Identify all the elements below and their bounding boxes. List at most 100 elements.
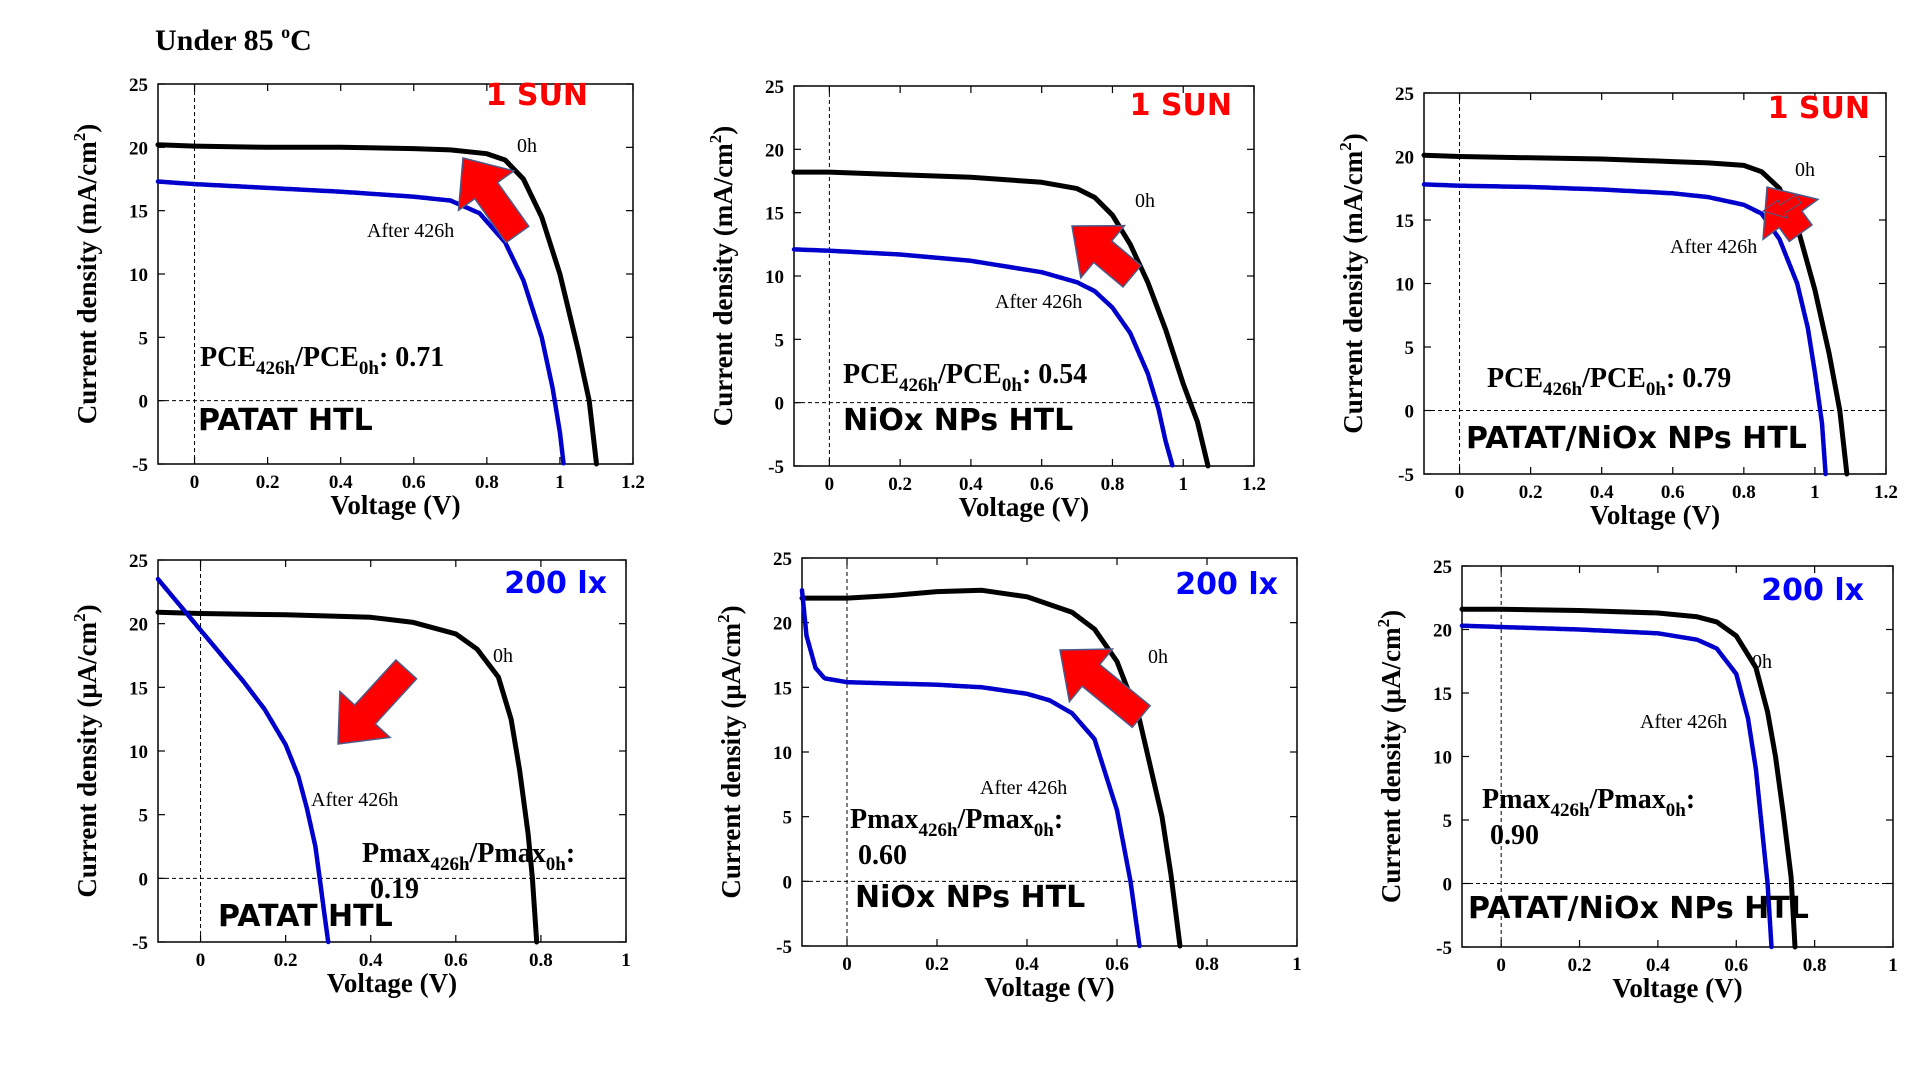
- metric-ratio-label: PCE426h/PCE0h: 0.71: [200, 342, 444, 379]
- series-label-after-426h: After 426h: [980, 777, 1067, 799]
- figure-title: Under 85 oC: [155, 22, 312, 57]
- x-tick-label: 0.6: [402, 472, 426, 493]
- x-axis-label: Voltage (V): [1590, 500, 1720, 530]
- series-0h-line: [1459, 606, 1798, 950]
- y-tick-label: -5: [776, 937, 792, 958]
- x-tick-label: 0.2: [256, 472, 280, 493]
- metric-ratio-value: 0.19: [370, 874, 419, 905]
- series-0h-line: [155, 609, 540, 945]
- series-after-426h-line: [791, 247, 1175, 469]
- y-tick-label: 25: [765, 77, 784, 98]
- y-axis-label: Current density (μA/cm2): [714, 605, 746, 898]
- x-axis-label: Voltage (V): [1612, 973, 1742, 1003]
- x-tick-label: 0.2: [1519, 482, 1543, 503]
- x-tick-label: 0.4: [1015, 954, 1039, 975]
- series-label-after-426h: After 426h: [995, 291, 1082, 313]
- light-condition-label: 200 lx: [504, 566, 607, 601]
- series-after-426h-line: [155, 576, 331, 945]
- x-tick-label: 0.8: [475, 472, 499, 493]
- degradation-arrow: [1059, 648, 1152, 729]
- y-tick-label: 5: [775, 330, 785, 351]
- x-tick-label: 1: [555, 472, 565, 493]
- metric-ratio-label: Pmax426h/Pmax0h:: [850, 804, 1063, 841]
- x-tick-label: 0.6: [1661, 482, 1685, 503]
- x-tick-label: 0: [1455, 482, 1465, 503]
- y-tick-label: 10: [773, 743, 792, 764]
- y-tick-label: 5: [1443, 811, 1453, 832]
- y-tick-label: 20: [773, 614, 792, 635]
- y-axis-label: Current density (μA/cm2): [1374, 610, 1406, 903]
- x-axis-label: Voltage (V): [327, 968, 457, 998]
- series-after-426h-line: [799, 588, 1142, 949]
- metric-ratio-label: PCE426h/PCE0h: 0.79: [1487, 363, 1731, 400]
- series-label-after-426h: After 426h: [311, 789, 398, 811]
- y-tick-label: 25: [129, 551, 148, 572]
- x-tick-label: 0.6: [1724, 955, 1748, 976]
- metric-ratio-label: Pmax426h/Pmax0h:: [362, 838, 575, 875]
- light-condition-label: 1 SUN: [1130, 88, 1232, 123]
- chart-panel-2: 0 0.2 0.4 0.6 0.8 1 1.2 -5 0 5 10 15 20 25 Voltage (V)…: [706, 77, 1266, 522]
- y-tick-label: -5: [1398, 465, 1414, 486]
- y-tick-label: 10: [1433, 748, 1452, 769]
- y-tick-label: 0: [775, 394, 785, 415]
- y-axis-label: Current density (μA/cm2): [70, 604, 102, 897]
- plot-frame: [1423, 92, 1887, 475]
- device-label: PATAT HTL: [218, 899, 393, 934]
- x-tick-label: 0.8: [1732, 482, 1756, 503]
- y-tick-label: 15: [1395, 211, 1414, 232]
- series-label-after-426h: After 426h: [1640, 711, 1727, 733]
- x-axis-label: Voltage (V): [984, 972, 1114, 1002]
- metric-ratio-value: 0.90: [1490, 820, 1539, 851]
- x-tick-label: 0.2: [925, 954, 949, 975]
- x-tick-label: 1: [1178, 474, 1188, 495]
- y-tick-label: 25: [1395, 84, 1414, 105]
- x-tick-label: 0.6: [444, 950, 468, 971]
- series-label-after-426h: After 426h: [1670, 236, 1757, 258]
- series-after-426h-line: [1421, 182, 1828, 477]
- series-label-0h: 0h: [1795, 159, 1815, 181]
- series-label-0h: 0h: [1752, 651, 1772, 673]
- degradation-arrow: [337, 658, 418, 745]
- x-tick-label: 1: [621, 950, 631, 971]
- y-tick-label: 5: [139, 328, 149, 349]
- series-label-0h: 0h: [1135, 190, 1155, 212]
- x-tick-label: 0: [842, 954, 852, 975]
- metric-ratio-label: PCE426h/PCE0h: 0.54: [843, 359, 1087, 396]
- y-tick-label: 5: [139, 806, 149, 827]
- x-tick-label: 0.4: [1646, 955, 1670, 976]
- series-after-426h-line: [1459, 623, 1774, 950]
- x-tick-label: 0.4: [359, 950, 383, 971]
- x-tick-label: 0.6: [1030, 474, 1054, 495]
- x-tick-label: 0.8: [529, 950, 553, 971]
- light-condition-label: 1 SUN: [1768, 91, 1870, 126]
- device-label: NiOx NPs HTL: [843, 403, 1073, 438]
- y-tick-label: 10: [1395, 275, 1414, 296]
- y-tick-label: 0: [1443, 875, 1453, 896]
- y-tick-label: 25: [1433, 557, 1452, 578]
- y-tick-label: 25: [129, 75, 148, 96]
- y-axis-label: Current density (mA/cm2): [70, 124, 102, 424]
- y-tick-label: 20: [1395, 148, 1414, 169]
- metric-ratio-label: Pmax426h/Pmax0h:: [1482, 784, 1695, 821]
- x-tick-label: 1.2: [621, 472, 645, 493]
- x-axis-label: Voltage (V): [330, 490, 460, 520]
- y-tick-label: 15: [765, 204, 784, 225]
- x-tick-label: 0.2: [888, 474, 912, 495]
- device-label: PATAT HTL: [198, 403, 373, 438]
- y-tick-label: 0: [783, 872, 793, 893]
- y-tick-label: -5: [132, 933, 148, 954]
- series-label-0h: 0h: [1148, 646, 1168, 668]
- chart-panel-4: 0 0.2 0.4 0.6 0.8 1 -5 0 5 10 15 20 25 Voltage (V) Cur…: [70, 551, 631, 998]
- y-tick-label: 20: [1433, 621, 1452, 642]
- y-tick-label: 20: [129, 615, 148, 636]
- y-tick-label: 15: [1433, 684, 1452, 705]
- series-0h-line: [799, 587, 1183, 949]
- device-label: NiOx NPs HTL: [855, 880, 1085, 915]
- y-axis-label: Current density (mA/cm2): [1336, 133, 1368, 433]
- y-tick-label: 15: [773, 678, 792, 699]
- x-tick-label: 0.2: [1568, 955, 1592, 976]
- y-tick-label: 5: [783, 808, 793, 829]
